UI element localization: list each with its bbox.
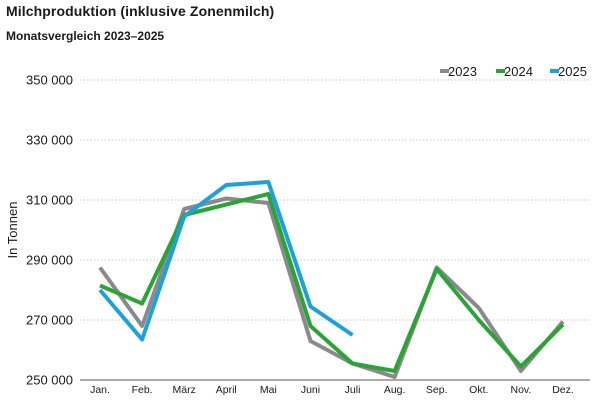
- x-tick-label: März: [173, 384, 196, 396]
- series-lines: [98, 180, 565, 379]
- x-tick-label: Okt.: [469, 384, 488, 396]
- x-tick-label: Feb.: [132, 384, 153, 396]
- legend-label: 2025: [558, 64, 587, 79]
- legend-swatch: [496, 69, 505, 73]
- series-line-2024: [99, 192, 565, 373]
- series-line-2023: [98, 196, 565, 379]
- legend-swatch: [440, 69, 449, 73]
- y-tick-label: 330 000: [26, 133, 73, 148]
- chart-title: Milchproduktion (inklusive Zonenmilch): [6, 3, 275, 19]
- grid-lines: [80, 79, 590, 381]
- x-axis-ticks: Jan. Feb. März April Mai Juni Juli Aug. Sep. Okt.…: [90, 384, 574, 396]
- y-tick-label: 250 000: [26, 373, 73, 388]
- x-tick-label: Aug.: [384, 384, 406, 396]
- x-tick-label: Nov.: [511, 384, 532, 396]
- y-tick-label: 270 000: [26, 313, 73, 328]
- legend-item-2023: 2023: [440, 64, 477, 79]
- x-tick-label: Juni: [301, 384, 320, 396]
- y-tick-label: 310 000: [26, 193, 73, 208]
- legend-label: 2023: [448, 64, 477, 79]
- series-line-2025: [98, 180, 354, 342]
- x-tick-label: Sep.: [426, 384, 448, 396]
- x-tick-label: Mai: [260, 384, 277, 396]
- legend-item-2025: 2025: [550, 64, 587, 79]
- legend-item-2024: 2024: [496, 64, 533, 79]
- legend-label: 2024: [504, 64, 533, 79]
- y-axis-label: In Tonnen: [5, 202, 20, 259]
- y-axis-ticks: 250 000 270 000 290 000 310 000 330 000 350 0…: [26, 73, 73, 388]
- x-tick-label: Jan.: [90, 384, 110, 396]
- y-tick-label: 290 000: [26, 253, 73, 268]
- chart-subtitle: Monatsvergleich 2023–2025: [6, 29, 165, 43]
- x-tick-label: Dez.: [552, 384, 574, 396]
- legend: 2023 2024 2025: [440, 64, 587, 79]
- x-tick-label: April: [216, 384, 237, 396]
- x-tick-label: Juli: [345, 384, 361, 396]
- legend-swatch: [550, 69, 559, 73]
- y-tick-label: 350 000: [26, 73, 73, 88]
